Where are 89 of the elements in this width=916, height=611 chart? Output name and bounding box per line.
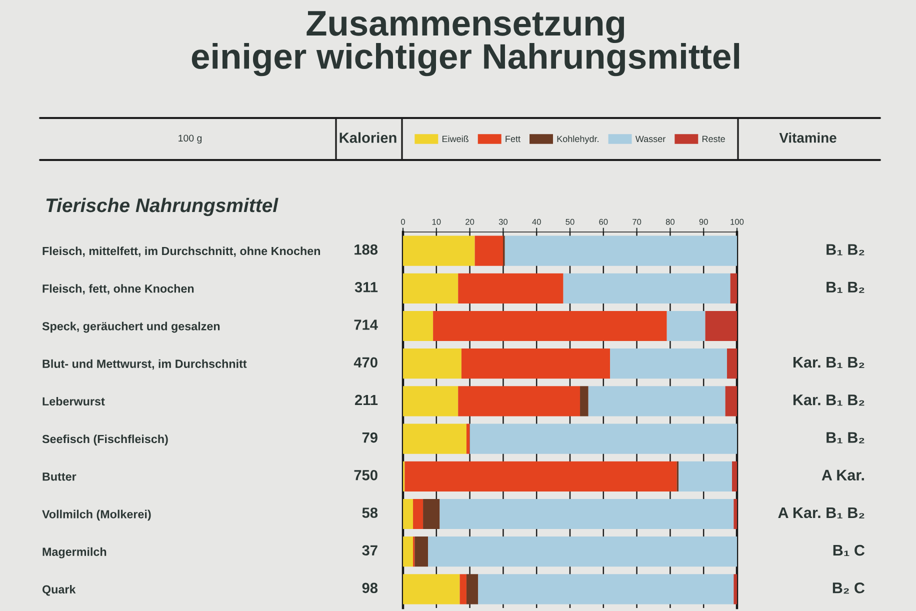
text: 58 xyxy=(362,508,378,518)
text: 100 g xyxy=(178,134,202,144)
legend-label: Kohlehydr. xyxy=(557,135,598,144)
x-tick-label: 100 xyxy=(730,218,744,225)
text: Tierische Nahrungsmittel xyxy=(46,198,278,216)
x-tick-label: 50 xyxy=(566,218,574,225)
bar xyxy=(460,574,466,604)
chart-title: Zusammensetzung einiger wichtiger Nahrungsmittel xyxy=(192,11,740,76)
bar xyxy=(403,536,414,567)
bar xyxy=(466,574,478,604)
y-tick-label: Speck, geräuchert und gesalzen xyxy=(42,322,220,333)
text: 37 xyxy=(362,545,378,556)
bar xyxy=(458,386,580,416)
y2-tick-label: A Kar. xyxy=(822,470,864,480)
y-tick-label: Fleisch, mittelfett, im Durchschnitt, ohne Knochen xyxy=(42,246,320,257)
text: 470 xyxy=(354,357,378,368)
text: 98 xyxy=(362,582,378,594)
bar xyxy=(580,386,588,416)
x-tick-label: 40 xyxy=(532,218,541,225)
bar xyxy=(470,424,737,454)
y2-tick-label: B₁ B₂ xyxy=(826,432,864,444)
x-tick-label: 90 xyxy=(699,218,708,225)
bar xyxy=(504,236,737,266)
bar xyxy=(478,574,734,604)
bar xyxy=(678,461,732,492)
x-tick-label: 60 xyxy=(599,218,608,225)
bar xyxy=(726,348,737,379)
bar xyxy=(403,236,475,266)
bar xyxy=(403,348,462,379)
text: 211 xyxy=(354,394,378,405)
text: 311 xyxy=(354,282,378,292)
text: 188 xyxy=(354,244,378,255)
text: Vitamine xyxy=(779,132,836,143)
y2-tick-label: B₁ C xyxy=(833,544,865,556)
text: 79 xyxy=(362,432,378,443)
y2-tick-label: Kar. B₁ B₂ xyxy=(793,394,864,406)
bar xyxy=(732,461,737,492)
bar xyxy=(610,348,727,379)
bar xyxy=(403,386,458,416)
y-tick-label: Blut- und Mettwurst, im Durchschnitt xyxy=(42,359,247,370)
bar xyxy=(433,310,667,342)
x-tick-label: 70 xyxy=(632,218,642,225)
y-tick-label: Quark xyxy=(42,584,76,596)
bar xyxy=(666,310,706,342)
y-tick-label: Vollmilch (Molkerei) xyxy=(42,510,151,521)
bar xyxy=(403,574,460,604)
bar xyxy=(404,461,677,492)
bar xyxy=(734,498,737,530)
legend-label: Reste xyxy=(702,136,725,142)
bar xyxy=(413,498,424,530)
y2-tick-label: A Kar. B₁ B₂ xyxy=(778,507,864,518)
x-tick-label: 0 xyxy=(401,218,405,225)
x-tick-label: 30 xyxy=(498,218,508,225)
bar xyxy=(403,424,466,454)
bar xyxy=(734,574,737,604)
bar xyxy=(440,498,734,530)
bar xyxy=(563,273,730,304)
y-tick-label: Seefisch (Fischfleisch) xyxy=(42,434,168,446)
legend-label: Eiweiß xyxy=(442,135,468,142)
x-tick-label: 80 xyxy=(666,218,675,225)
y2-tick-label: B₂ C xyxy=(832,582,865,594)
bar xyxy=(414,536,428,567)
text: 714 xyxy=(354,320,378,330)
y2-tick-label: B₁ B₂ xyxy=(826,282,864,293)
bar xyxy=(705,310,737,342)
y2-tick-label: B₁ B₂ xyxy=(826,244,864,256)
y2-tick-label: Kar. B₁ B₂ xyxy=(793,357,864,368)
y-tick-label: Leberwurst xyxy=(42,396,105,406)
legend-label: Wasser xyxy=(635,136,666,142)
x-tick-label: 20 xyxy=(466,218,474,225)
bar xyxy=(725,386,737,416)
bar xyxy=(730,273,737,304)
bar xyxy=(474,236,504,266)
y-tick-label: Magermilch xyxy=(42,547,106,558)
y-tick-label: Butter xyxy=(42,472,76,481)
legend-label: Fett xyxy=(506,136,520,142)
bar xyxy=(403,498,414,530)
bar xyxy=(423,498,440,530)
bar xyxy=(588,386,726,416)
bar xyxy=(466,424,470,454)
bar xyxy=(403,273,458,304)
bar xyxy=(461,348,610,379)
text: 750 xyxy=(354,470,378,480)
bar xyxy=(428,536,737,567)
y-tick-label: Fleisch, fett, ohne Knochen xyxy=(42,284,194,294)
x-tick-label: 10 xyxy=(432,218,441,225)
text: Kalorien xyxy=(340,132,396,143)
bar xyxy=(403,310,434,342)
bar xyxy=(458,273,564,304)
